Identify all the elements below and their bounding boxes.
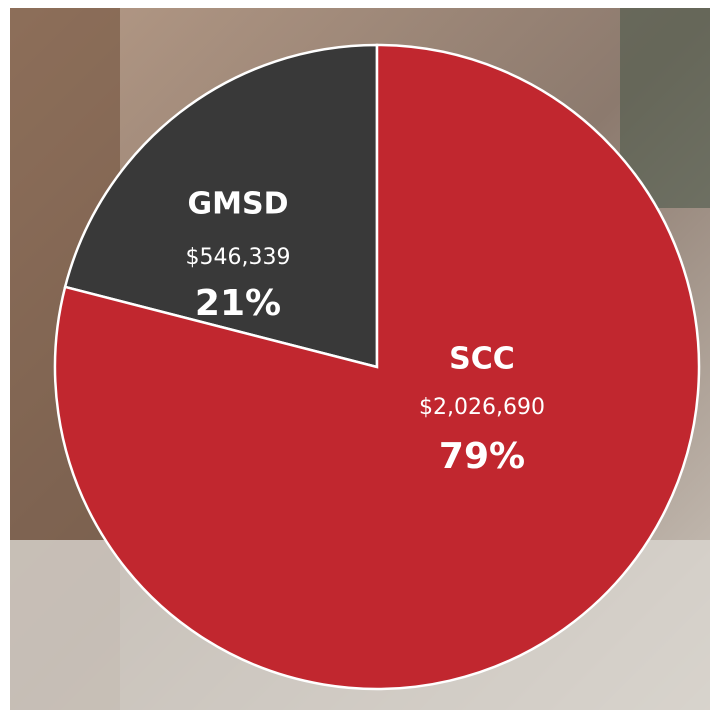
slice-amount: $2,026,690	[419, 395, 545, 420]
chart: GMSD $546,339 21% SCC $2,026,690 79%	[0, 0, 717, 717]
slice-name: GMSD	[188, 187, 289, 222]
page: {"chart_data": {"type": "pie", "categori…	[0, 0, 717, 717]
slice-percent: 79%	[439, 436, 525, 477]
slice-name: SCC	[449, 342, 515, 377]
slice-percent: 21%	[195, 283, 281, 324]
slice-amount: $546,339	[186, 245, 291, 270]
